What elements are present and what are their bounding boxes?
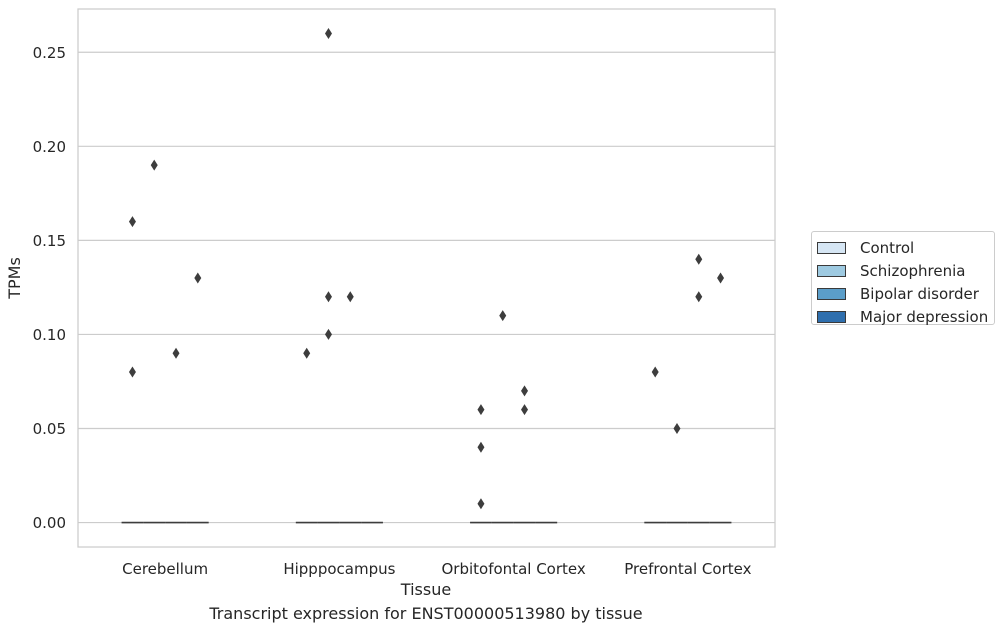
outlier-point <box>324 291 332 303</box>
outlier-point <box>324 27 332 39</box>
y-tick-label: 0.15 <box>33 232 66 250</box>
outlier-point <box>150 159 158 171</box>
legend-label-schizophrenia: Schizophrenia <box>860 261 966 280</box>
x-tick-label: Hipppocampus <box>283 560 395 578</box>
y-tick-label: 0.20 <box>33 138 66 156</box>
y-axis-label: TPMs <box>5 257 24 300</box>
outlier-point <box>695 253 703 265</box>
legend-label-control: Control <box>860 238 915 257</box>
y-tick-label: 0.00 <box>33 514 66 532</box>
legend-label-major-depression: Major depression <box>860 307 989 326</box>
outlier-point <box>172 347 180 359</box>
legend-swatch-schizophrenia <box>817 264 846 277</box>
outlier-point <box>717 272 725 284</box>
y-tick-label: 0.10 <box>33 326 66 344</box>
legend-swatch-major-depression <box>817 310 846 323</box>
x-axis-label: Tissue <box>400 580 451 599</box>
y-tick-label: 0.05 <box>33 420 66 438</box>
outlier-point <box>499 310 507 322</box>
outlier-point <box>477 441 485 453</box>
legend-item-major-depression: Major depression <box>817 305 994 328</box>
outlier-point <box>303 347 311 359</box>
y-tick-label: 0.25 <box>33 44 66 62</box>
plot-area <box>77 8 776 548</box>
outlier-point <box>651 366 659 378</box>
outlier-point <box>194 272 202 284</box>
legend-item-bipolar-disorder: Bipolar disorder <box>817 282 994 305</box>
outlier-point <box>521 404 529 416</box>
legend-swatch-bipolar-disorder <box>817 287 846 300</box>
y-tick-labels: 0.00 0.05 0.10 0.15 0.20 0.25 <box>33 44 66 532</box>
outlier-point <box>477 498 485 510</box>
outlier-point <box>128 216 136 228</box>
outlier-point <box>324 328 332 340</box>
x-tick-labels: Cerebellum Hipppocampus Orbitofontal Corte… <box>122 560 751 578</box>
outlier-point <box>673 422 681 434</box>
legend: Control Schizophrenia Bipolar disorder M… <box>811 231 995 328</box>
outlier-point <box>128 366 136 378</box>
chart-title: Transcript expression for ENST0000051398… <box>209 604 643 623</box>
legend-label-bipolar-disorder: Bipolar disorder <box>860 284 979 303</box>
outlier-point <box>521 385 529 397</box>
outliers <box>128 27 725 510</box>
x-tick-label: Orbitofontal Cortex <box>442 560 586 578</box>
outlier-point <box>695 291 703 303</box>
outlier-point <box>477 404 485 416</box>
legend-swatch-control <box>817 241 846 254</box>
legend-item-schizophrenia: Schizophrenia <box>817 259 994 282</box>
outlier-point <box>346 291 354 303</box>
x-tick-label: Cerebellum <box>122 560 208 578</box>
x-tick-label: Prefrontal Cortex <box>624 560 751 578</box>
legend-item-control: Control <box>817 236 994 259</box>
